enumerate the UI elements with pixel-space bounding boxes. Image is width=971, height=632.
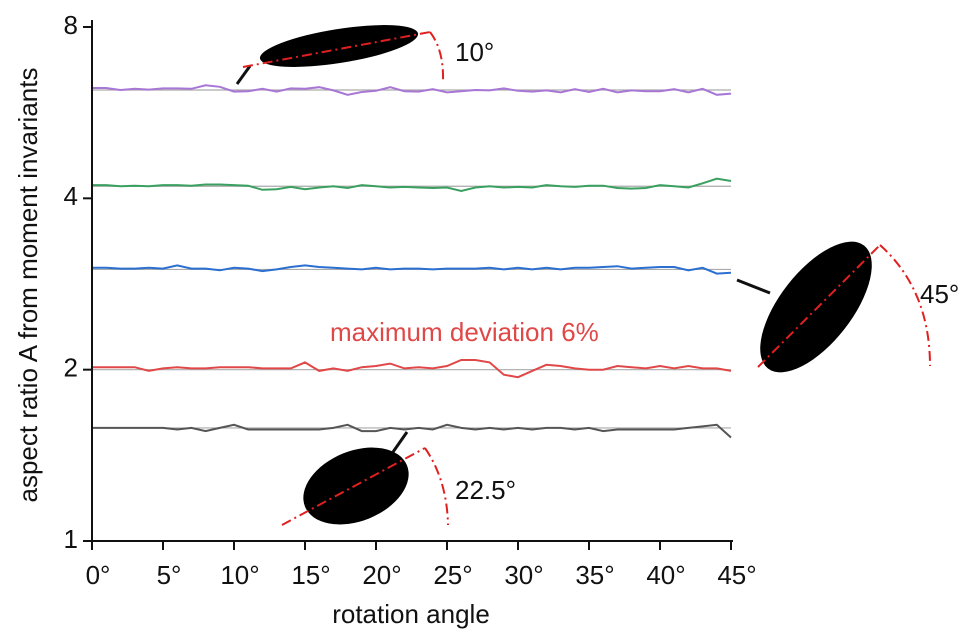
y-tick-label: 4 [64, 181, 78, 211]
x-tick-label: 15° [291, 560, 330, 590]
y-tick-label: 8 [64, 10, 78, 40]
arc-10 [429, 31, 445, 83]
ellipse-icons [235, 25, 931, 526]
axis-10 [242, 31, 431, 68]
axis-45 [757, 244, 881, 368]
arc-45 [879, 244, 931, 367]
ellipse-45 [760, 241, 872, 373]
axis-22 [281, 447, 426, 526]
leader [736, 278, 771, 295]
x-tick-label: 35° [575, 560, 614, 590]
arc-22 [424, 447, 449, 526]
leader [235, 65, 252, 85]
y-tick-label: 2 [64, 353, 78, 383]
y-axis-label: aspect ratio A from moment invariants [13, 68, 43, 503]
series-line [92, 264, 732, 275]
annotation: 10° [455, 37, 494, 67]
x-tick-label: 45° [717, 560, 756, 590]
series-line [92, 359, 732, 379]
x-tick-label: 5° [157, 560, 182, 590]
series-line [92, 177, 732, 193]
x-tick-label: 40° [646, 560, 685, 590]
ellipse-10 [259, 25, 419, 67]
x-tick-label: 30° [504, 560, 543, 590]
x-tick-label: 25° [433, 560, 472, 590]
annotation: 45° [920, 279, 959, 309]
x-tick-label: 20° [362, 560, 401, 590]
annotation: 22.5° [455, 475, 516, 505]
leader [391, 431, 409, 453]
x-tick-label: 10° [220, 560, 259, 590]
annotation: maximum deviation 6% [330, 317, 599, 347]
x-tick-label: 0° [86, 560, 111, 590]
x-axis-label: rotation angle [332, 599, 490, 629]
series-line [92, 423, 732, 439]
y-tick-label: 1 [64, 524, 78, 554]
series-line [92, 84, 732, 96]
